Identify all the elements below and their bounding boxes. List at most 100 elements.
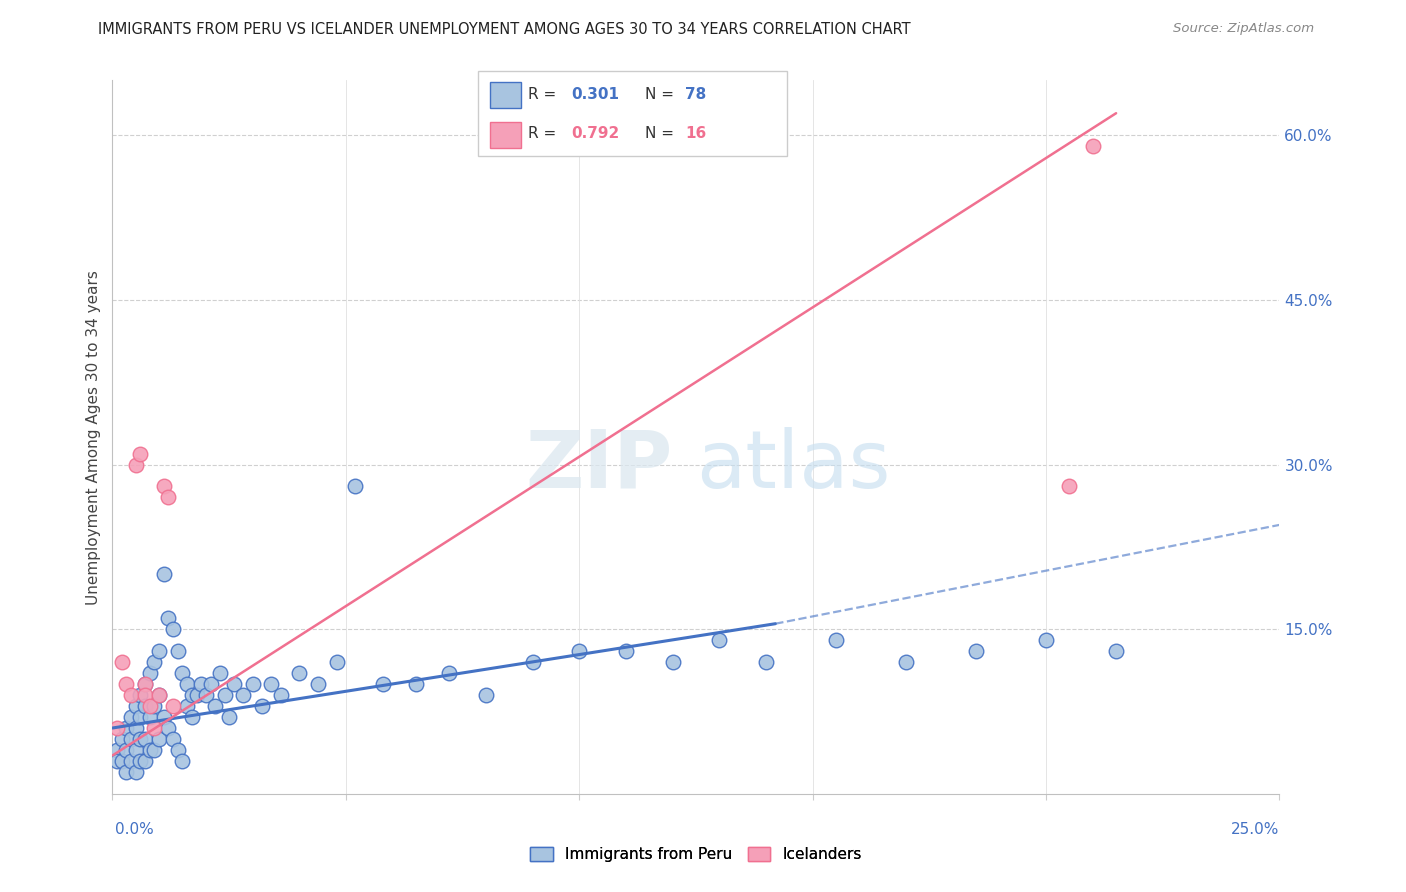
Point: [143, 699, 166, 714]
Point: [125, 458, 148, 472]
Text: 0.301: 0.301: [571, 87, 619, 102]
Point: [143, 721, 166, 735]
Text: Source: ZipAtlas.com: Source: ZipAtlas.com: [1174, 22, 1315, 36]
Point: [120, 754, 142, 768]
FancyBboxPatch shape: [491, 82, 522, 108]
Point: [218, 710, 240, 724]
Text: 0.0%: 0.0%: [115, 822, 155, 837]
Point: [166, 644, 188, 658]
Point: [437, 666, 460, 681]
Point: [134, 754, 156, 768]
Point: [344, 479, 367, 493]
Point: [134, 688, 156, 702]
Point: [148, 688, 170, 702]
Point: [270, 688, 292, 702]
Point: [143, 655, 166, 669]
Point: [522, 655, 544, 669]
Point: [1059, 479, 1081, 493]
Point: [125, 699, 148, 714]
Point: [129, 446, 152, 460]
Text: 0.792: 0.792: [571, 126, 619, 141]
Point: [194, 688, 217, 702]
Text: 78: 78: [685, 87, 707, 102]
Point: [661, 655, 683, 669]
Point: [134, 731, 156, 746]
Text: N =: N =: [645, 87, 679, 102]
Point: [172, 754, 194, 768]
Point: [157, 611, 180, 625]
Point: [1105, 644, 1128, 658]
Point: [111, 731, 134, 746]
Point: [190, 677, 212, 691]
Point: [139, 710, 162, 724]
Point: [180, 688, 202, 702]
Point: [120, 731, 142, 746]
Point: [825, 633, 848, 648]
Point: [129, 731, 152, 746]
Point: [143, 743, 166, 757]
Point: [125, 743, 148, 757]
Point: [105, 754, 128, 768]
Point: [105, 721, 128, 735]
Y-axis label: Unemployment Among Ages 30 to 34 years: Unemployment Among Ages 30 to 34 years: [86, 269, 101, 605]
Point: [965, 644, 987, 658]
Text: atlas: atlas: [696, 426, 890, 505]
Point: [232, 688, 254, 702]
Point: [115, 677, 138, 691]
Text: 25.0%: 25.0%: [1232, 822, 1279, 837]
Point: [186, 688, 208, 702]
Point: [134, 699, 156, 714]
Point: [153, 479, 176, 493]
Point: [153, 710, 176, 724]
Point: [405, 677, 427, 691]
Point: [139, 743, 162, 757]
Point: [288, 666, 311, 681]
Point: [568, 644, 591, 658]
Point: [204, 699, 226, 714]
Point: [134, 677, 156, 691]
Point: [1035, 633, 1057, 648]
Point: [614, 644, 637, 658]
Point: [307, 677, 329, 691]
Point: [139, 666, 162, 681]
Point: [105, 743, 128, 757]
Point: [176, 677, 198, 691]
Point: [115, 764, 138, 779]
Point: [1081, 139, 1104, 153]
Point: [111, 655, 134, 669]
Point: [214, 688, 236, 702]
Point: [153, 567, 176, 582]
Point: [115, 743, 138, 757]
FancyBboxPatch shape: [478, 71, 787, 156]
Point: [755, 655, 778, 669]
Point: [162, 731, 184, 746]
Text: R =: R =: [527, 87, 561, 102]
Point: [242, 677, 264, 691]
Point: [162, 699, 184, 714]
Point: [157, 721, 180, 735]
Point: [166, 743, 188, 757]
Point: [180, 710, 202, 724]
FancyBboxPatch shape: [491, 122, 522, 147]
Point: [139, 699, 162, 714]
Point: [129, 688, 152, 702]
Point: [148, 731, 170, 746]
Text: N =: N =: [645, 126, 679, 141]
Point: [172, 666, 194, 681]
Text: 16: 16: [685, 126, 707, 141]
Point: [373, 677, 395, 691]
Point: [157, 491, 180, 505]
Point: [148, 644, 170, 658]
Point: [709, 633, 731, 648]
Point: [200, 677, 222, 691]
Point: [129, 710, 152, 724]
Point: [250, 699, 273, 714]
Text: ZIP: ZIP: [526, 426, 672, 505]
Point: [325, 655, 347, 669]
Point: [475, 688, 498, 702]
Point: [134, 677, 156, 691]
Point: [148, 688, 170, 702]
Point: [111, 754, 134, 768]
Point: [125, 764, 148, 779]
Point: [129, 754, 152, 768]
